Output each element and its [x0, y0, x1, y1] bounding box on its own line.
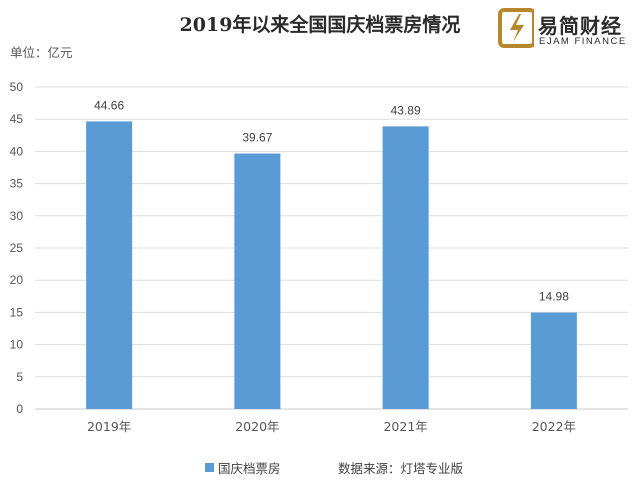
y-tick-label: 45: [10, 112, 24, 126]
brand-logo-icon: [498, 8, 534, 48]
brand-name-en: EJAM FINANCE: [539, 36, 627, 47]
x-category-label: 2022年: [532, 419, 576, 434]
y-tick-label: 35: [10, 177, 24, 191]
y-tick-label: 40: [10, 144, 24, 158]
brand-name-cn: 易简财经: [538, 14, 622, 38]
chart-gridlines: [35, 86, 628, 410]
chart-title: 2019年以来全国国庆档票房情况: [179, 14, 461, 36]
y-tick-label: 5: [16, 370, 23, 384]
bar: [382, 126, 429, 410]
y-tick-label: 20: [10, 273, 24, 287]
bar: [86, 121, 133, 410]
x-category-label: 2020年: [235, 419, 279, 434]
legend-label: 国庆档票房: [218, 461, 281, 476]
bar: [530, 312, 577, 409]
y-tick-label: 50: [10, 80, 24, 94]
data-label: 14.98: [539, 290, 569, 304]
y-tick-label: 15: [10, 305, 24, 319]
chart-legend: 国庆档票房: [205, 458, 281, 477]
data-label: 39.67: [242, 131, 272, 145]
chart-bars: [86, 121, 577, 410]
data-label: 44.66: [94, 98, 124, 112]
y-tick-label: 0: [16, 402, 23, 416]
legend-swatch: [205, 463, 214, 472]
x-category-label: 2021年: [383, 419, 427, 434]
x-category-label: 2019年: [87, 419, 131, 434]
data-labels: 44.66 39.67 43.89 14.98: [94, 98, 569, 303]
data-label: 43.89: [391, 103, 421, 117]
unit-label: 单位：亿元: [10, 45, 73, 60]
y-tick-label: 30: [10, 209, 24, 223]
x-axis-labels: 2019年 2020年 2021年 2022年: [87, 419, 576, 434]
data-source-note: 数据来源：灯塔专业版: [338, 461, 464, 476]
y-axis-ticks: 0 5 10 15 20 25 30 35 40 45 50: [10, 80, 24, 416]
bar: [234, 153, 281, 409]
y-tick-label: 25: [10, 241, 24, 255]
y-tick-label: 10: [10, 338, 24, 352]
brand-logo: 易简财经 EJAM FINANCE: [498, 8, 638, 52]
